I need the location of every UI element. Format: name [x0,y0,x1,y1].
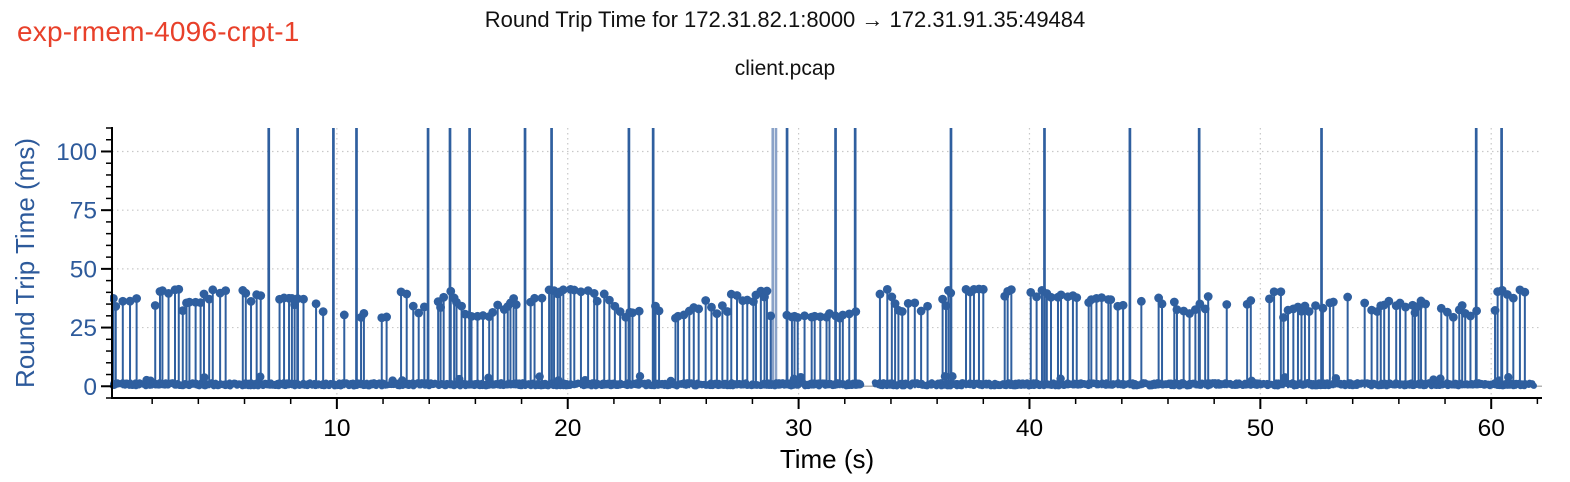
svg-text:0: 0 [83,374,97,401]
y-ticks [101,127,112,399]
svg-text:25: 25 [70,315,97,342]
svg-text:10: 10 [323,415,350,442]
svg-text:40: 40 [1016,415,1043,442]
rtt-stems [110,284,1530,389]
y-tick-labels: 0 25 50 75 100 [56,139,97,401]
x-ticks [151,398,1539,409]
y-axis-label: Round Trip Time (ms) [10,138,40,388]
data-area [110,128,1542,390]
chart-subtitle: client.pcap [734,57,836,80]
svg-text:75: 75 [70,198,97,225]
chart-title: Round Trip Time for 172.31.82.1:8000 → 1… [484,7,1086,32]
svg-text:100: 100 [56,139,97,166]
svg-text:50: 50 [1247,415,1274,442]
baseline-points [110,372,1537,390]
experiment-label: exp-rmem-4096-crpt-1 [17,16,300,47]
svg-text:30: 30 [785,415,812,442]
svg-text:50: 50 [70,256,97,283]
axes [111,127,1542,399]
x-tick-labels: 10 20 30 40 50 60 [323,415,1505,442]
svg-text:20: 20 [554,415,581,442]
x-axis-label: Time (s) [780,444,874,474]
svg-text:60: 60 [1478,415,1505,442]
